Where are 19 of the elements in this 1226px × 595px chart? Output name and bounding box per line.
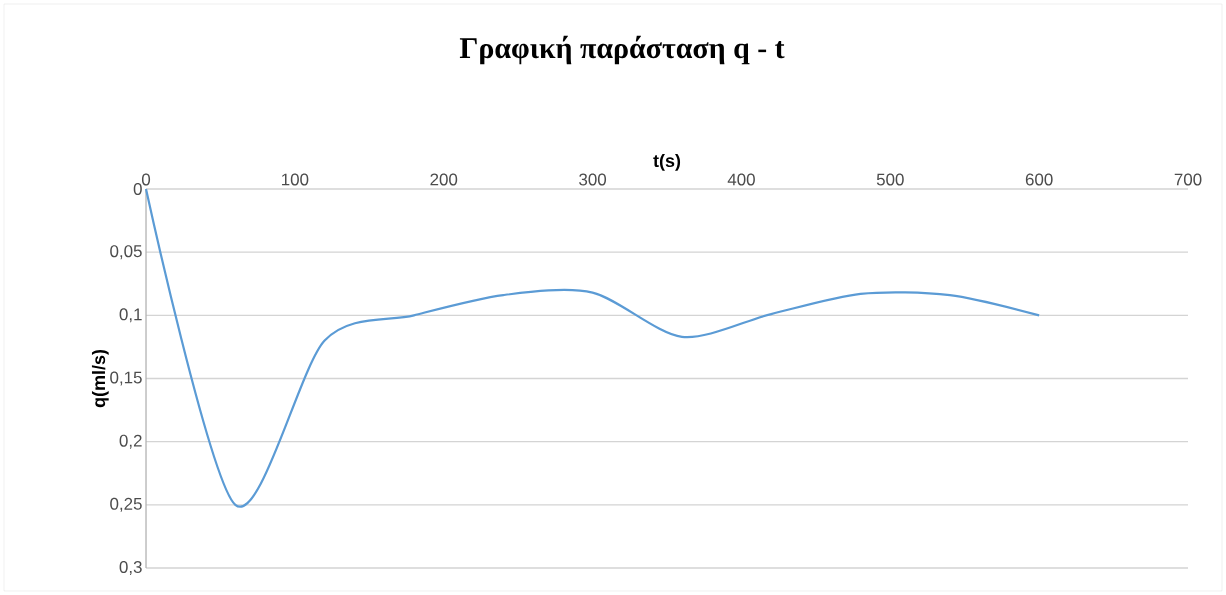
line-series [144, 187, 1041, 507]
x-tick-label: 100 [282, 173, 309, 186]
x-tick-label: 600 [1025, 173, 1053, 186]
y-tick-label: 0,3 [119, 560, 142, 575]
x-tick-label: 400 [727, 173, 755, 186]
x-tick-label: 700 [1174, 173, 1202, 186]
y-tick-label: 0,15 [110, 371, 142, 386]
x-tick-label: 300 [579, 173, 607, 186]
y-tick-label: 0,1 [119, 308, 142, 323]
y-tick-label: 0 [133, 182, 142, 195]
y-tick-label: 0,05 [110, 245, 142, 260]
x-axis-title: t(s) [653, 153, 681, 171]
y-tick-label: 0,2 [119, 434, 142, 449]
chart-title: Γραφική παράσταση q - t [459, 35, 785, 65]
y-tick-label: 0,25 [110, 497, 142, 512]
x-tick-label: 0 [141, 173, 151, 186]
x-tick-label: 200 [430, 173, 458, 186]
y-axis-title: q(ml/s) [91, 349, 109, 408]
x-tick-label: 500 [876, 173, 904, 186]
